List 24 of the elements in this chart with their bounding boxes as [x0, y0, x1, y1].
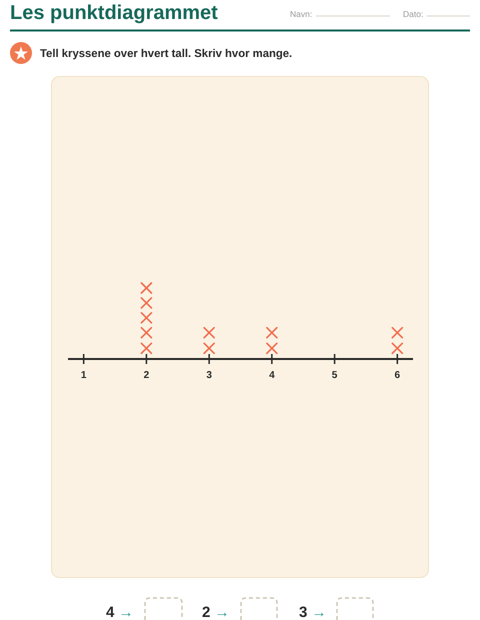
point [140, 282, 152, 294]
point [140, 342, 152, 354]
text: Dato: [403, 9, 424, 19]
point [140, 312, 152, 324]
point [203, 326, 215, 339]
point [266, 342, 278, 354]
point [203, 342, 215, 354]
point [140, 297, 152, 309]
x-tick-label: 4 [269, 370, 276, 382]
x-tick-label: 6 [394, 370, 401, 382]
point [392, 326, 404, 339]
point [140, 326, 152, 339]
text: 4 → [106, 604, 134, 620]
text: 3 → [299, 604, 327, 620]
x-tick-label: 3 [206, 370, 212, 382]
x-tick-label: 1 [80, 370, 87, 382]
x-tick-label: 2 [144, 370, 150, 382]
chart-title: Les punktdiagrammet [10, 2, 218, 24]
point [392, 342, 404, 354]
text: Navn: [290, 9, 312, 19]
x-tick-label: 5 [332, 370, 338, 382]
text: 2 → [202, 604, 230, 620]
chart-subtitle: Tell kryssene over hvert tall. Skriv hvor mange. [40, 48, 292, 60]
point [266, 326, 278, 339]
